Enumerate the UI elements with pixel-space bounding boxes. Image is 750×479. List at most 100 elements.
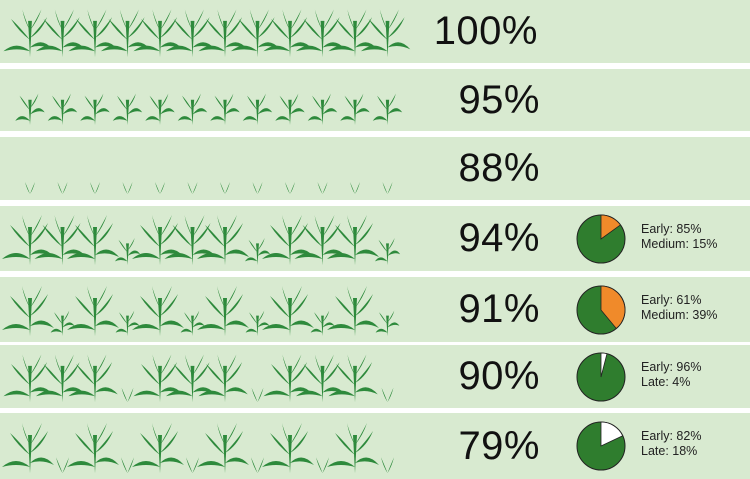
corn-plant-icon: [251, 387, 264, 402]
corn-plant-icon: [67, 423, 119, 473]
corn-plant-icon: [180, 310, 205, 336]
percent-label: 95%: [458, 77, 540, 122]
corn-plant-icon: [164, 215, 217, 265]
corn-plant-icon: [374, 238, 401, 265]
chart-row: 91% Early: 61% Medium: 39%: [0, 277, 750, 342]
chart-row: 88%: [0, 137, 750, 200]
pie-chart: [576, 421, 626, 471]
corn-plant-icon: [375, 310, 400, 336]
corn-plant-icon: [294, 215, 347, 265]
corn-plant-icon: [327, 423, 379, 473]
corn-plant-icon: [121, 387, 134, 402]
corn-plant-icon: [242, 93, 273, 125]
chart-row: 79% Early: 82% Late: 18%: [0, 413, 750, 479]
corn-plant-icon: [35, 9, 86, 57]
corn-plant-icon: [67, 215, 119, 265]
corn-plant-icon: [381, 457, 394, 473]
corn-plant-icon: [197, 215, 249, 265]
legend-entry: Early: 96%: [641, 359, 702, 374]
corn-plant-icon: [165, 354, 216, 402]
corn-plant-icon: [67, 286, 119, 336]
corn-plant-icon: [295, 9, 346, 57]
corn-plant-icon: [262, 286, 314, 336]
corn-plant-icon: [2, 215, 54, 265]
pie-slice: [600, 352, 608, 377]
plant-row: [2, 286, 400, 336]
corn-plant-icon: [295, 354, 346, 402]
corn-plant-icon: [340, 93, 370, 125]
corn-plant-icon: [263, 9, 313, 57]
pie-slice: [600, 421, 624, 447]
pie-legend: Early: 85% Medium: 15%: [641, 222, 717, 252]
corn-plant-icon: [327, 215, 379, 265]
legend-entry: Early: 85%: [641, 221, 702, 236]
corn-plant-icon: [197, 423, 249, 473]
plant-row: [3, 354, 394, 402]
corn-plant-icon: [56, 457, 69, 473]
pie-legend: Early: 96% Late: 4%: [641, 360, 701, 390]
corn-plant-icon: [2, 286, 54, 336]
corn-plant-icon: [186, 457, 199, 473]
corn-plant-icon: [100, 9, 151, 57]
corn-plant-icon: [145, 93, 175, 125]
corn-plant-icon: [25, 182, 35, 194]
corn-plant-icon: [35, 354, 86, 402]
corn-plant-icon: [15, 93, 45, 125]
corn-plant-icon: [122, 182, 133, 194]
percent-label: 100%: [433, 9, 538, 53]
plant-row: [2, 215, 401, 265]
legend-entry: Medium: 15%: [641, 236, 718, 251]
corn-plant-icon: [275, 93, 305, 125]
corn-plant-icon: [245, 310, 270, 336]
corn-plant-icon: [198, 354, 248, 402]
corn-plant-icon: [197, 286, 249, 336]
corn-plant-icon: [285, 182, 295, 194]
corn-plant-icon: [360, 9, 411, 57]
corn-plant-icon: [244, 238, 271, 265]
corn-plant-icon: [114, 238, 141, 265]
legend-entry: Late: 18%: [641, 444, 698, 458]
legend-entry: Late: 4%: [641, 374, 691, 389]
corn-plant-icon: [328, 9, 378, 57]
chart-row: 94% Early: 85% Medium: 15%: [0, 206, 750, 271]
corn-plant-icon: [230, 9, 281, 57]
corn-plant-icon: [317, 182, 328, 194]
corn-plant-icon: [198, 9, 248, 57]
corn-plant-icon: [121, 457, 134, 473]
corn-plant-icon: [34, 215, 87, 265]
pie-chart: [576, 214, 626, 263]
corn-plant-icon: [220, 182, 230, 194]
legend-entry: Medium: 39%: [641, 307, 718, 322]
percent-label: 94%: [458, 216, 540, 260]
corn-plant-icon: [307, 93, 338, 125]
corn-plant-icon: [382, 182, 393, 194]
corn-plant-icon: [90, 182, 100, 194]
corn-plant-icon: [381, 387, 394, 402]
corn-plant-icon: [187, 182, 198, 194]
corn-plant-icon: [132, 215, 184, 265]
corn-plant-icon: [177, 93, 208, 125]
corn-plant-icon: [372, 93, 403, 125]
corn-plant-icon: [263, 354, 313, 402]
plant-row: [3, 9, 411, 57]
corn-plant-icon: [50, 310, 75, 336]
percent-label: 88%: [458, 146, 540, 190]
plant-row: [15, 93, 403, 125]
corn-plant-icon: [68, 354, 118, 402]
corn-plant-icon: [262, 215, 314, 265]
plant-row: [25, 182, 393, 194]
corn-plant-icon: [112, 93, 143, 125]
corn-plant-icon: [68, 9, 118, 57]
pie-slice: [600, 214, 621, 240]
pie-chart: [576, 285, 626, 334]
corn-plant-icon: [251, 457, 264, 473]
corn-plant-icon: [165, 9, 216, 57]
legend-entry: Early: 82%: [641, 429, 702, 443]
legend-entry: Early: 61%: [641, 292, 702, 307]
corn-plant-icon: [132, 286, 184, 336]
percent-label: 79%: [458, 423, 540, 468]
pie-slice: [600, 285, 626, 329]
plant-row: [2, 423, 394, 473]
corn-plant-icon: [133, 354, 183, 402]
pie-legend: Early: 61% Medium: 39%: [641, 293, 717, 323]
